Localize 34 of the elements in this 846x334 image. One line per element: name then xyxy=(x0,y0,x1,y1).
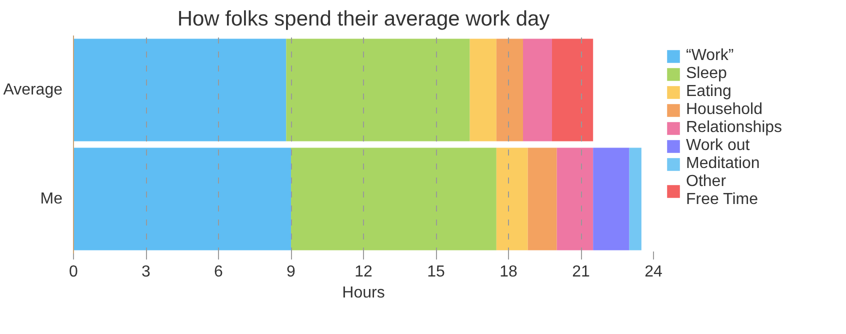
bar xyxy=(470,38,496,142)
y-tick-label: Me xyxy=(40,190,63,208)
x-axis-title: Hours xyxy=(342,284,385,302)
bar xyxy=(74,38,286,142)
x-tick-label: 3 xyxy=(142,264,151,280)
bar xyxy=(552,38,594,142)
bar xyxy=(496,38,523,142)
legend-label: Other Free Time xyxy=(686,173,758,209)
legend-label: Eating xyxy=(686,83,732,101)
legend-label: Work out xyxy=(686,137,750,155)
y-tick-label: Average xyxy=(3,82,63,98)
bar xyxy=(593,148,630,250)
bar xyxy=(528,148,557,250)
legend-label: Meditation xyxy=(686,155,760,173)
x-tick-label: 0 xyxy=(69,264,78,280)
x-tick-label: 6 xyxy=(214,264,224,280)
bar xyxy=(74,148,291,250)
x-tick-label: 12 xyxy=(354,264,372,280)
bar xyxy=(496,148,528,250)
x-tick-label: 24 xyxy=(644,264,662,280)
x-tick-label: 21 xyxy=(572,264,590,280)
legend-label: Sleep xyxy=(686,65,727,83)
chart-title: How folks spend their average work day xyxy=(177,8,550,30)
x-tick-label: 15 xyxy=(427,264,445,280)
x-tick-label: 18 xyxy=(500,264,518,280)
bar xyxy=(629,148,642,250)
bar xyxy=(291,148,496,250)
bar xyxy=(523,38,552,142)
bar xyxy=(286,38,470,142)
legend-label: Relationships xyxy=(686,119,782,137)
legend-label: “Work” xyxy=(686,47,734,65)
x-tick-label: 9 xyxy=(286,264,296,280)
legend-label: Household xyxy=(686,101,762,119)
bar xyxy=(556,148,594,250)
